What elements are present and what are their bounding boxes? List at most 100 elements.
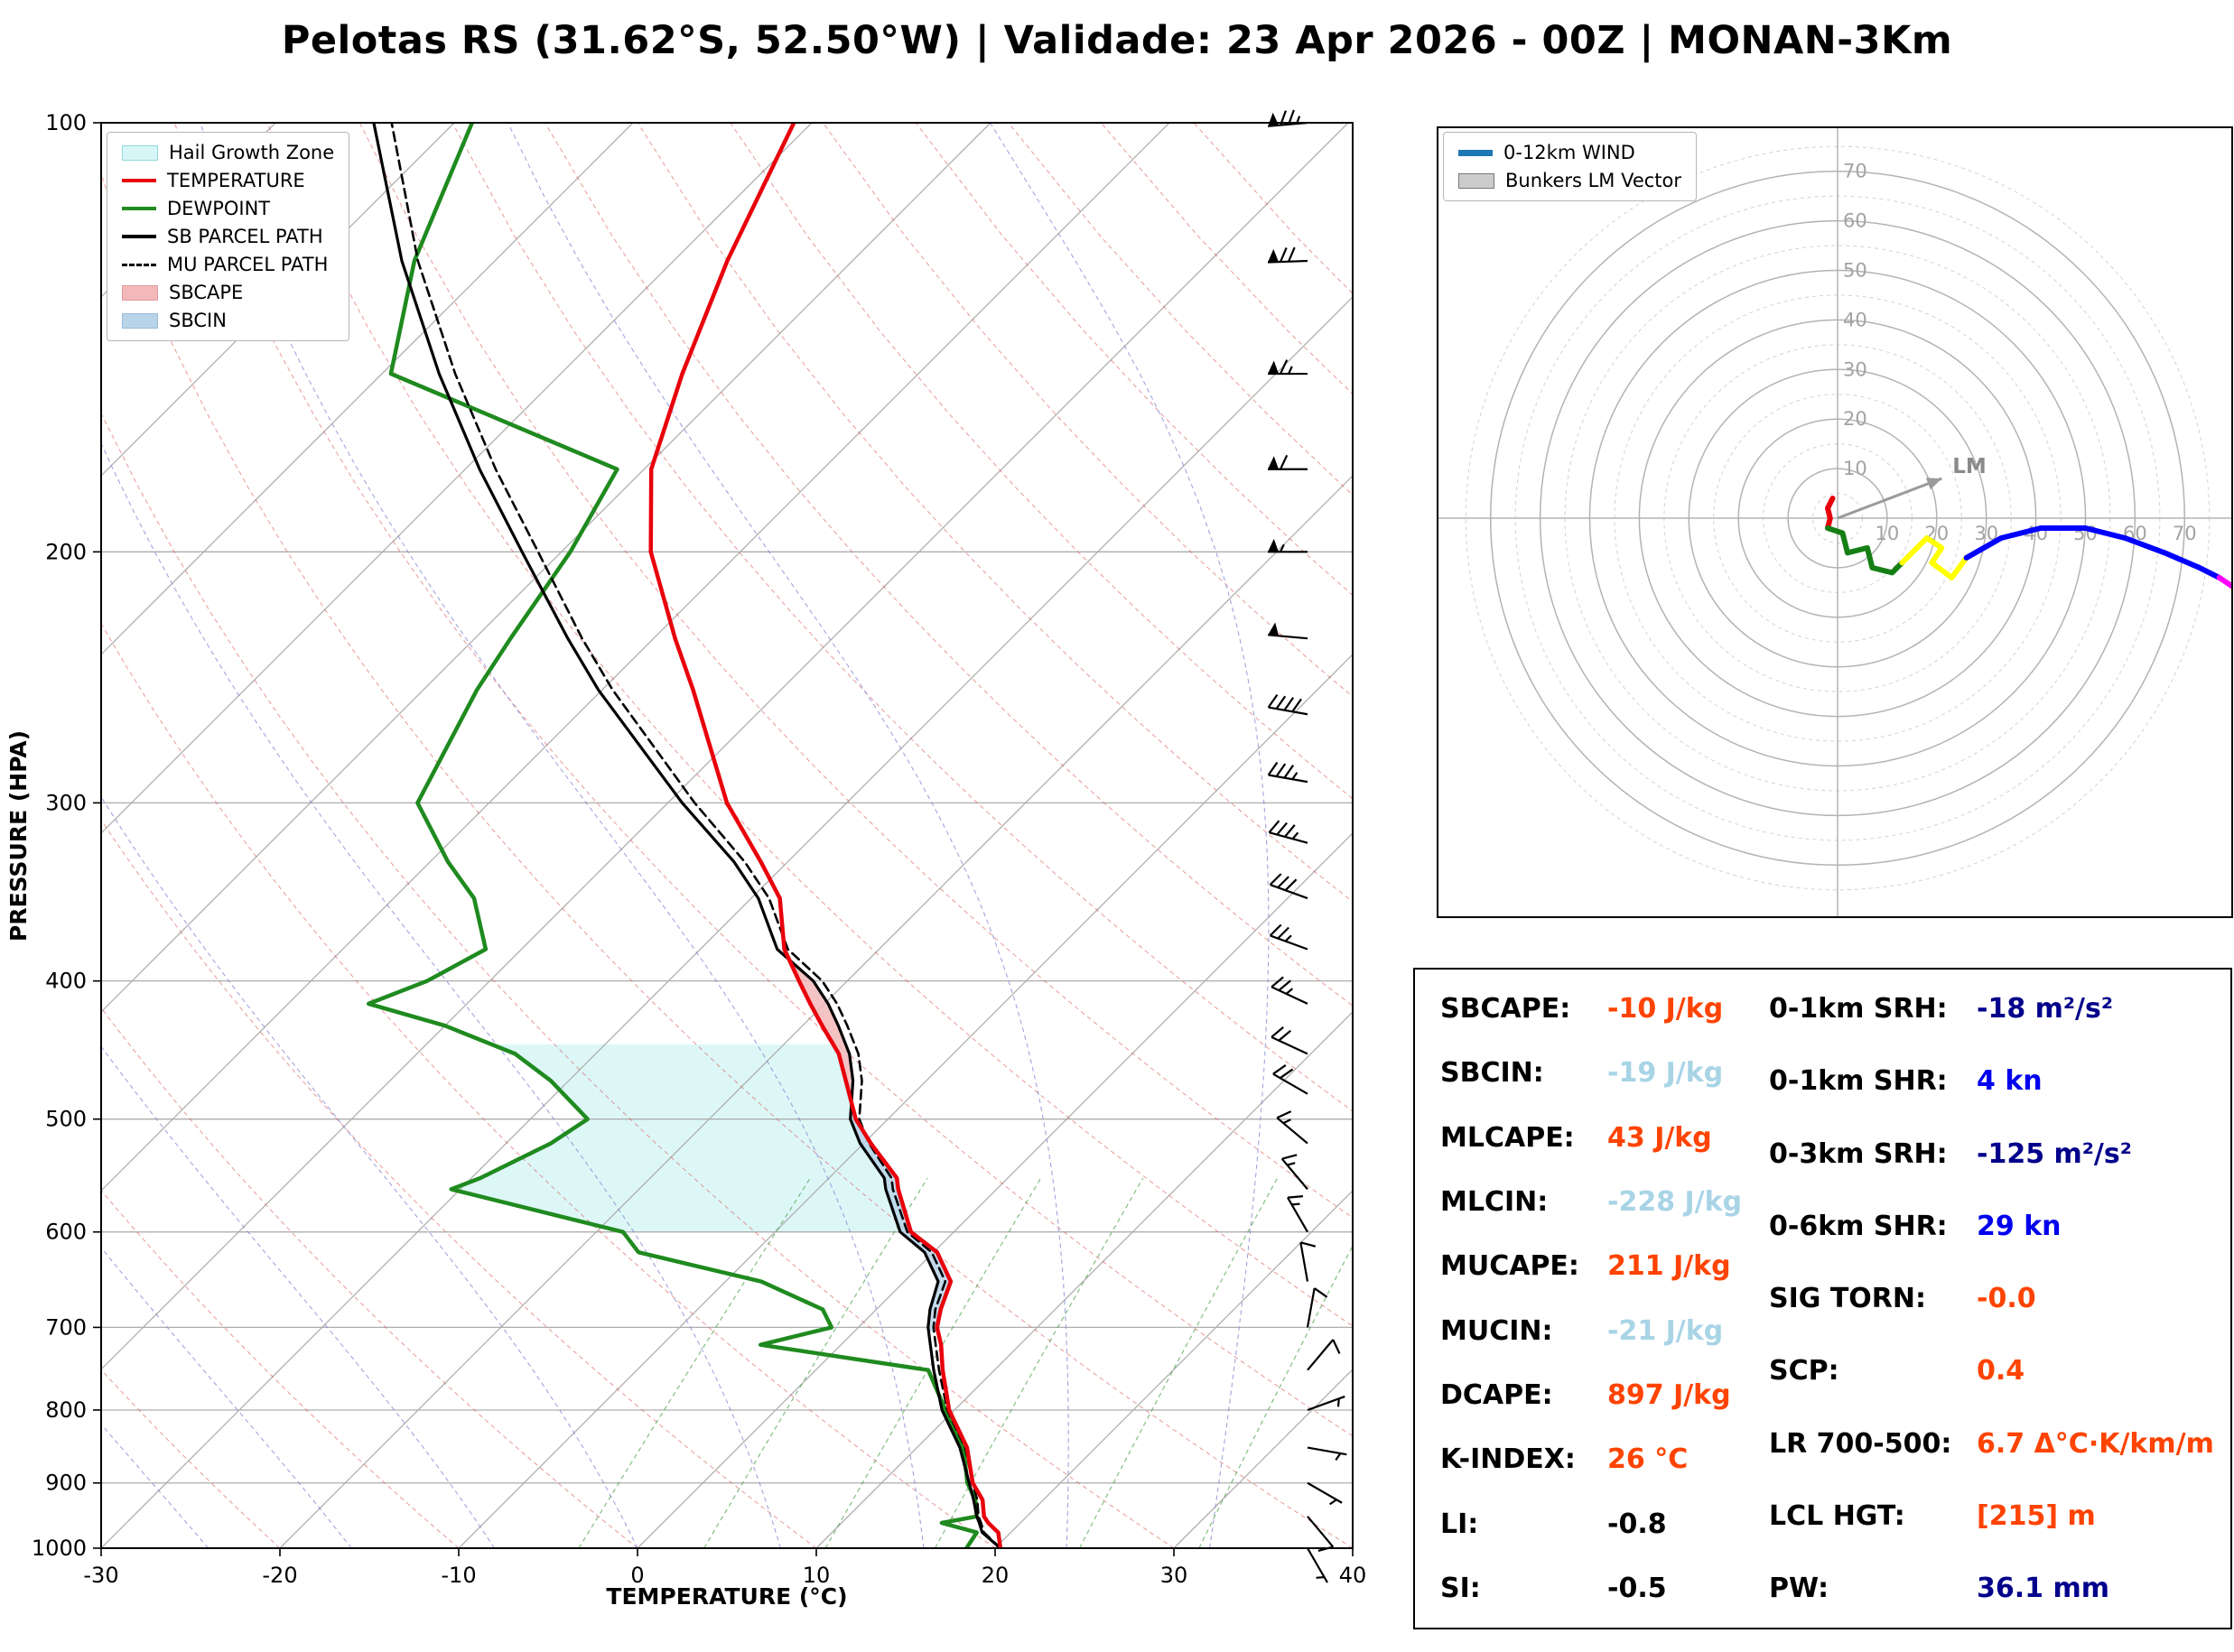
skewt-legend-item: Hail Growth Zone [122,142,334,163]
stat-value: -10 J/kg [1607,993,1724,1025]
stat-row: DCAPE: 897 J/kg [1440,1379,1747,1411]
skewt-legend-swatch [122,207,156,210]
hodo-legend-label: 0-12km WIND [1503,142,1635,163]
page-title: Pelotas RS (31.62°S, 52.50°W) | Validade… [281,18,1953,63]
stat-label: 0-6km SHR: [1769,1210,1948,1242]
gridlines [101,123,1353,1548]
stat-row: SCP: 0.4 [1769,1355,2216,1387]
svg-text:-30: -30 [83,1563,118,1588]
stats-right-column: 0-1km SRH: -18 m²/s² 0-1km SHR: 4 kn 0-3km S… [1769,993,2216,1604]
skewt-legend-item: SBCIN [122,310,334,331]
stat-value: 29 kn [1977,1210,2062,1242]
svg-text:900: 900 [45,1471,87,1496]
hodograph-legend: 0-12km WIND Bunkers LM Vector [1443,132,1698,201]
stat-value: -228 J/kg [1607,1185,1743,1218]
moist-adiabats [101,123,1353,1548]
svg-text:10: 10 [1876,523,1900,544]
svg-text:30: 30 [1160,1563,1188,1588]
stat-label: 0-1km SRH: [1769,993,1948,1025]
stat-row: LR 700-500: 6.7 Δ°C·K/km/m [1769,1428,2216,1460]
svg-text:30: 30 [1843,358,1867,380]
stat-row: 0-3km SRH: -125 m²/s² [1769,1138,2216,1170]
stat-value: 897 J/kg [1607,1378,1731,1411]
skewt-legend-label: Hail Growth Zone [169,142,335,163]
pressure-tick-labels: 100 200 300 400 500 600 700 800 900 1000 [32,110,101,1561]
skewt-legend-label: MU PARCEL PATH [167,254,329,275]
svg-text:10: 10 [803,1563,831,1588]
plot-frame [100,122,1354,1549]
skewt-legend-swatch [122,144,158,161]
dewpoint-line [366,123,979,1548]
svg-text:10: 10 [1843,458,1867,479]
skewt-legend-swatch [122,284,158,301]
stat-value: -21 J/kg [1607,1314,1724,1347]
svg-text:40: 40 [1843,309,1867,330]
hodo-legend-label: Bunkers LM Vector [1505,170,1682,191]
stat-value: -19 J/kg [1607,1057,1724,1090]
stat-value: 4 kn [1977,1065,2043,1098]
stat-row: SBCIN: -19 J/kg [1440,1057,1747,1089]
svg-text:-20: -20 [262,1563,297,1588]
skewt-legend-label: SB PARCEL PATH [167,226,323,247]
stat-label: PW: [1769,1573,1829,1604]
hodo-legend-swatch [1458,149,1493,156]
skewt-legend-item: MU PARCEL PATH [122,254,334,275]
stat-row: 0-1km SRH: -18 m²/s² [1769,993,2216,1025]
sb-parcel-line [372,123,1002,1548]
hodo-legend-item: Bunkers LM Vector [1458,170,1681,191]
stats-panel: SBCAPE: -10 J/kg SBCIN: -19 J/kg MLCAPE: 43 J… [1413,968,2232,1629]
stat-label: MLCAPE: [1440,1121,1575,1154]
stat-label: 0-1km SHR: [1769,1065,1948,1098]
svg-text:70: 70 [2173,523,2197,544]
skewt-yaxis-label: PRESSURE (HPA) [5,729,32,942]
skewt-legend-item: SBCAPE [122,282,334,303]
svg-text:20: 20 [982,1563,1010,1588]
stat-label: SI: [1440,1572,1481,1604]
skewt-legend-item: SB PARCEL PATH [122,226,334,247]
skewt-legend-swatch [122,235,156,238]
hodo-legend-swatch [1458,172,1494,189]
skewt-legend-swatch [122,263,156,266]
stat-row: MUCIN: -21 J/kg [1440,1315,1747,1347]
lm-vector: LM [1837,455,1987,520]
svg-text:20: 20 [1843,408,1867,430]
skewt-legend-label: SBCAPE [169,282,244,303]
hodograph-frame [1437,126,2233,918]
svg-text:-10: -10 [441,1563,476,1588]
stat-label: LCL HGT: [1769,1499,1905,1532]
hodograph-trace [1825,496,2232,590]
stat-value: 26 °C [1607,1443,1689,1476]
svg-text:1000: 1000 [32,1536,87,1561]
skewt-legend-item: DEWPOINT [122,198,334,219]
stat-label: K-INDEX: [1440,1443,1576,1476]
svg-text:400: 400 [45,969,87,994]
svg-text:700: 700 [45,1314,87,1340]
stat-value: 6.7 Δ°C·K/km/m [1977,1427,2214,1460]
stat-label: LI: [1440,1508,1479,1540]
stat-label: SBCAPE: [1440,993,1571,1025]
svg-text:800: 800 [45,1397,87,1423]
skewt-legend-label: SBCIN [169,310,227,331]
stat-label: SIG TORN: [1769,1283,1927,1314]
stat-value: 211 J/kg [1607,1250,1731,1283]
stat-label: SCP: [1769,1355,1839,1387]
svg-text:70: 70 [1843,161,1867,182]
stat-label: MLCIN: [1440,1185,1549,1218]
stat-label: SBCIN: [1440,1057,1544,1090]
stat-row: SI: -0.5 [1440,1573,1747,1604]
stat-row: SBCAPE: -10 J/kg [1440,993,1747,1025]
stat-row: 0-6km SHR: 29 kn [1769,1211,2216,1242]
svg-text:600: 600 [45,1220,87,1245]
stat-value: -0.8 [1607,1508,1667,1540]
stat-value: 0.4 [1977,1355,2025,1387]
stat-row: MUCAPE: 211 J/kg [1440,1250,1747,1282]
stat-value: -0.0 [1977,1283,2036,1314]
stat-value: -18 m²/s² [1977,993,2113,1025]
mixing-ratio-lines [578,1177,1353,1548]
svg-text:200: 200 [45,539,87,564]
hodo-legend-item: 0-12km WIND [1458,142,1681,163]
svg-text:100: 100 [45,110,87,135]
mu-parcel-line [390,123,1002,1548]
